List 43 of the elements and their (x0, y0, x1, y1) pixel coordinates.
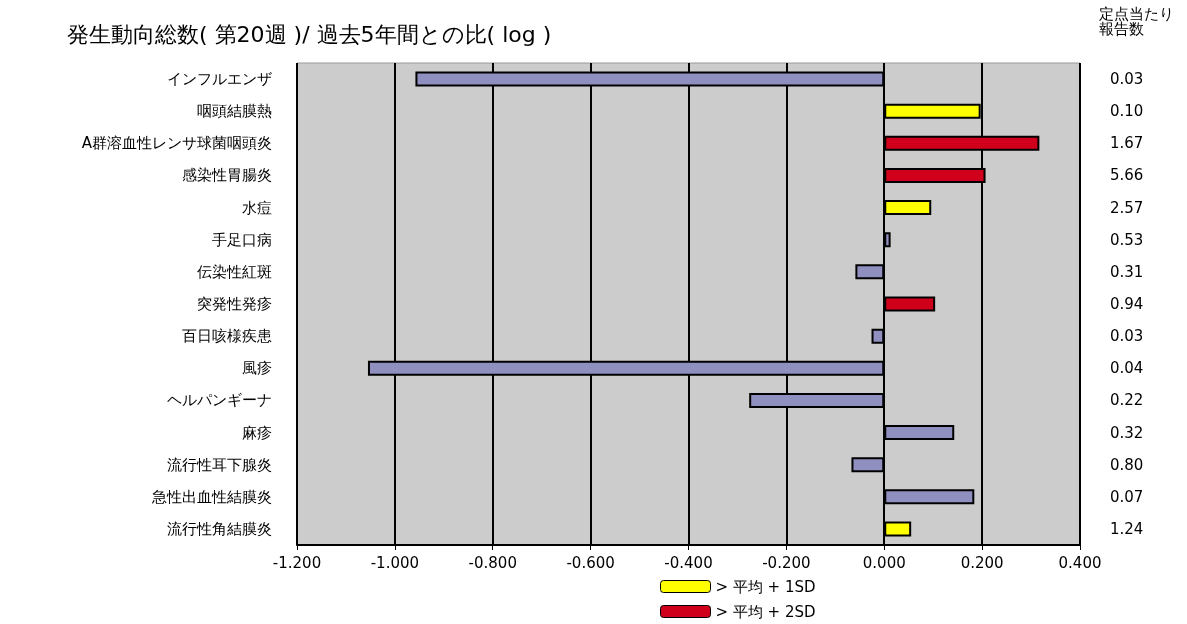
y2-tick-label: 0.80 (1110, 455, 1144, 474)
y2-tick-label: 0.04 (1110, 359, 1144, 378)
y2-tick-label: 0.07 (1110, 487, 1144, 506)
y2-tick-label: 0.03 (1110, 70, 1144, 89)
y2-tick-label: 0.03 (1110, 327, 1144, 346)
y2-tick-label: 0.32 (1110, 423, 1144, 442)
y-tick-label: インフルエンザ (167, 70, 272, 89)
y-tick-label: A群溶血性レンサ球菌咽頭炎 (81, 134, 272, 153)
y2-tick-label: 1.67 (1110, 134, 1144, 153)
y2-tick-label: 2.57 (1110, 198, 1144, 217)
x-tick-label: -0.600 (566, 553, 615, 572)
y2-axis-title: 定点当たり報告数 (1099, 4, 1174, 38)
y-tick-label: 咽頭結膜熱 (197, 102, 272, 121)
y2-tick-label: 1.24 (1110, 519, 1144, 538)
y-tick-label: 手足口病 (212, 230, 272, 249)
x-tick-label: 0.200 (960, 553, 1004, 572)
y-tick-label: 風疹 (242, 359, 272, 378)
y2-tick-label: 0.31 (1110, 262, 1144, 281)
y-tick-label: ヘルパンギーナ (167, 391, 272, 410)
y-tick-label: 突発性発疹 (197, 295, 272, 313)
y-tick-label: 流行性耳下腺炎 (167, 455, 272, 474)
y-tick-label: 麻疹 (242, 423, 272, 442)
x-tick-label: -0.200 (762, 553, 811, 572)
x-tick-label: -1.200 (272, 553, 322, 572)
chart-title: 発生動向総数( 第20週 )/ 過去5年間との比( log ) (67, 21, 552, 47)
y-tick-label: 伝染性紅斑 (197, 262, 272, 281)
x-tick-label: -0.400 (664, 553, 713, 572)
x-tick-label: -1.000 (370, 553, 420, 572)
y-tick-label: 感染性胃腸炎 (182, 166, 272, 185)
legend-label: > 平均 + 1SD (715, 577, 816, 596)
y-tick-label: 百日咳様疾患 (182, 327, 272, 346)
y2-tick-label: 0.53 (1110, 230, 1144, 249)
y2-tick-label: 0.10 (1110, 102, 1144, 121)
x-tick-label: -0.800 (468, 553, 517, 572)
y2-tick-label: 5.66 (1110, 166, 1144, 185)
y2-tick-label: 0.94 (1110, 295, 1144, 313)
x-tick-label: 0.000 (862, 553, 906, 572)
y2-tick-label: 0.22 (1110, 391, 1144, 410)
y-tick-label: 急性出血性結膜炎 (151, 487, 272, 506)
y-tick-label: 流行性角結膜炎 (167, 519, 272, 538)
legend-label: > 平均 + 2SD (715, 602, 816, 621)
x-tick-label: 0.400 (1058, 553, 1102, 572)
y-tick-label: 水痘 (242, 198, 272, 217)
